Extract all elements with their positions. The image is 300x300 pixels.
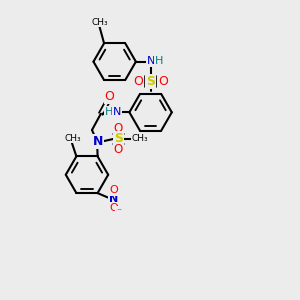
Text: N: N (146, 56, 155, 66)
Text: N: N (109, 194, 119, 204)
Text: O: O (110, 203, 118, 213)
Text: O: O (158, 75, 168, 88)
Text: O: O (110, 185, 118, 195)
Text: CH₃: CH₃ (131, 134, 148, 143)
Text: O: O (114, 142, 123, 156)
Text: H: H (105, 107, 113, 117)
Text: H: H (155, 56, 164, 66)
Text: S: S (114, 132, 123, 145)
Text: O: O (114, 122, 123, 135)
Text: CH₃: CH₃ (91, 18, 108, 27)
Text: N: N (93, 135, 103, 148)
Text: CH₃: CH₃ (64, 134, 81, 142)
Text: O: O (105, 91, 115, 103)
Text: N: N (113, 107, 121, 117)
Text: ⁻: ⁻ (116, 207, 122, 217)
Text: S: S (146, 75, 155, 88)
Text: O: O (133, 75, 143, 88)
